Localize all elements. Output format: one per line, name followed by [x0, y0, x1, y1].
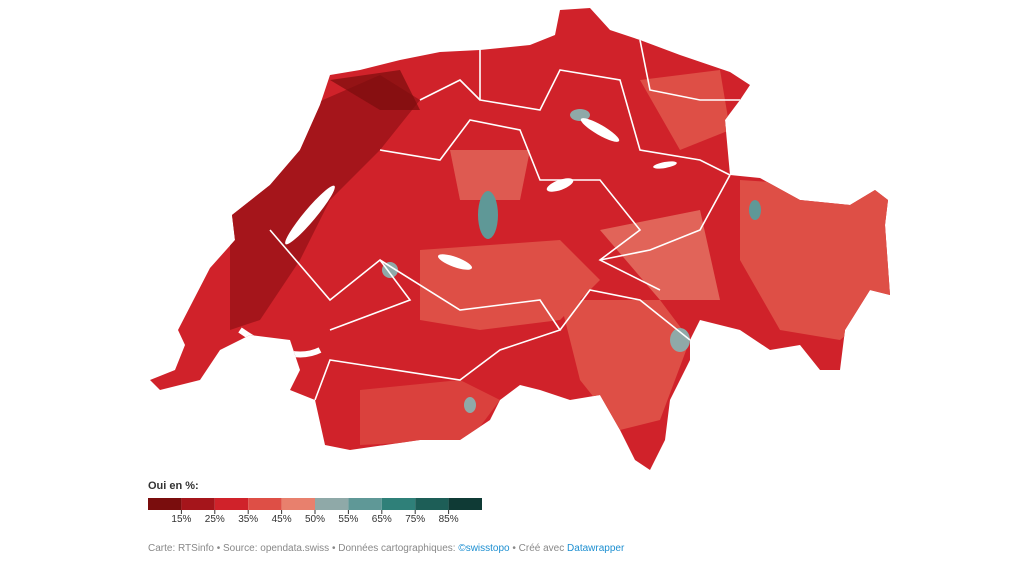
legend-swatch — [181, 498, 215, 510]
legend-swatch — [415, 498, 449, 510]
legend-label: 85% — [439, 514, 459, 525]
legend-swatch — [315, 498, 349, 510]
legend-title: Oui en %: — [148, 480, 199, 492]
legend-label: 25% — [205, 514, 225, 525]
footer: Carte: RTSinfo • Source: opendata.swiss … — [148, 543, 624, 554]
legend-label: 45% — [272, 514, 292, 525]
legend-swatch — [248, 498, 282, 510]
legend-label: 35% — [238, 514, 258, 525]
legend-label: 55% — [338, 514, 358, 525]
footer-text: Carte: RTSinfo • Source: opendata.swiss … — [148, 543, 459, 554]
link[interactable]: ©swisstopo — [458, 543, 510, 554]
link[interactable]: Datawrapper — [567, 543, 625, 554]
legend-swatch — [214, 498, 249, 510]
legend-swatch — [281, 498, 315, 510]
legend-label: 50% — [305, 514, 325, 525]
legend-label: 15% — [171, 514, 191, 525]
legend-label: 65% — [372, 514, 392, 525]
legend-swatch — [348, 498, 382, 510]
legend-swatch — [148, 498, 182, 510]
legend-label: 75% — [405, 514, 425, 525]
legend-swatch — [381, 498, 416, 510]
legend-swatch — [448, 498, 482, 510]
footer-text: • Créé avec — [509, 543, 568, 554]
